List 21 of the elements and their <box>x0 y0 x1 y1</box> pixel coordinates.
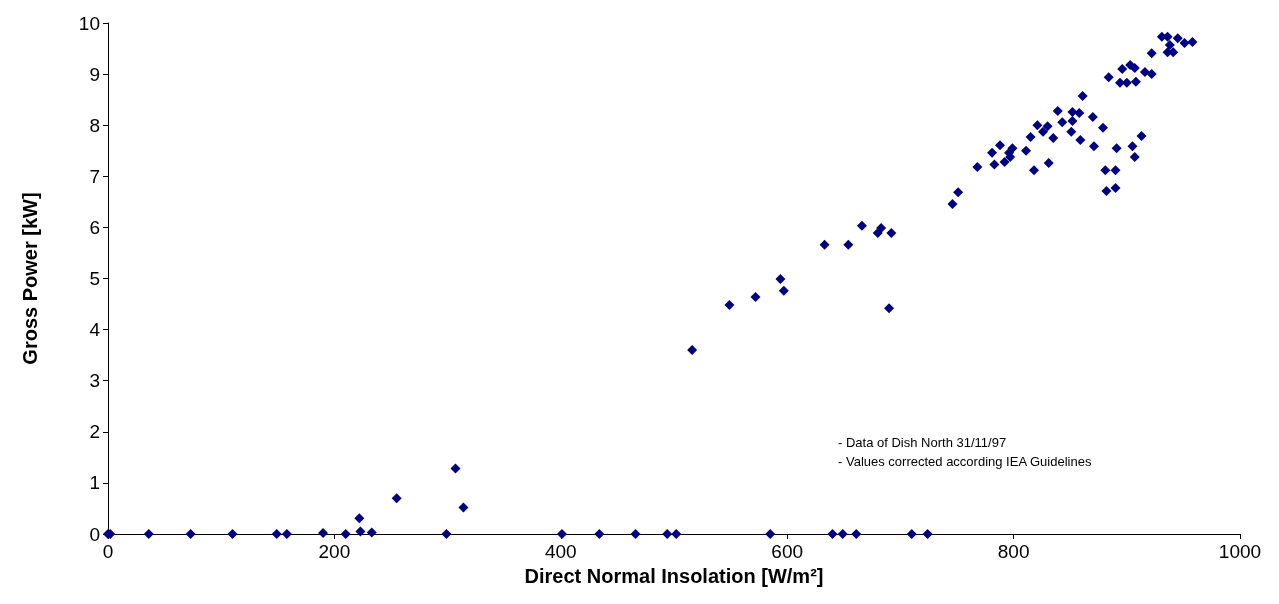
y-tick-label: 0 <box>89 523 100 545</box>
y-tick-label: 1 <box>89 472 100 494</box>
y-tick-label: 3 <box>89 370 100 392</box>
x-tick-label: 0 <box>102 541 114 562</box>
y-tick-label: 2 <box>89 421 100 443</box>
y-tick-label: 4 <box>89 319 101 341</box>
y-axis-title: Gross Power [kW] <box>19 192 41 365</box>
x-tick-label: 600 <box>771 541 804 562</box>
x-tick-label: 800 <box>997 541 1030 562</box>
y-tick-label: 9 <box>89 63 100 85</box>
y-tick-label: 10 <box>78 12 100 34</box>
y-tick-label: 5 <box>89 268 100 289</box>
y-tick-label: 6 <box>89 216 100 238</box>
x-tick-label: 200 <box>318 541 351 562</box>
x-tick-label: 400 <box>544 541 577 562</box>
annotation: - Data of Dish North 31/11/97 <box>838 435 1007 450</box>
x-axis-title: Direct Normal Insolation [W/m²] <box>524 565 824 587</box>
y-tick-label: 7 <box>89 165 100 187</box>
x-tick-label: 1000 <box>1218 541 1262 562</box>
y-tick-label: 8 <box>89 114 100 136</box>
annotation: - Values corrected according IEA Guidelines <box>838 454 1092 469</box>
